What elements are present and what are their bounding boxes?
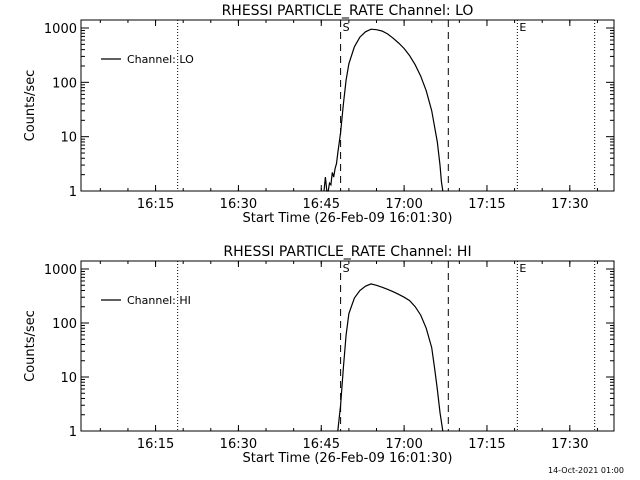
x-tick-label: 17:15 bbox=[468, 197, 505, 212]
footer-stamp: 14-Oct-2021 01:00 bbox=[548, 466, 624, 475]
x-tick-label: 16:45 bbox=[303, 197, 340, 212]
y-tick-label: 1 bbox=[69, 185, 77, 200]
x-tick-label: 16:30 bbox=[220, 437, 257, 452]
x-tick-label: 17:30 bbox=[551, 437, 588, 452]
y-tick-label: 100 bbox=[52, 76, 77, 91]
marker-e: E bbox=[519, 262, 526, 275]
x-tick-label: 17:15 bbox=[468, 437, 505, 452]
marker-e: E bbox=[519, 21, 526, 34]
series-line-lo bbox=[323, 28, 444, 192]
chart-title: RHESSI PARTICLE_RATE Channel: LO bbox=[222, 3, 474, 19]
series-line-hi bbox=[337, 283, 444, 432]
marker-s: S bbox=[343, 21, 350, 34]
x-axis-label: Start Time (26-Feb-09 16:01:30) bbox=[243, 451, 453, 466]
y-tick-label: 10 bbox=[60, 131, 77, 146]
marker-s: S bbox=[343, 262, 350, 275]
y-tick-label: 1000 bbox=[44, 263, 77, 278]
y-tick-label: 1000 bbox=[44, 22, 77, 37]
legend-label: Channel: HI bbox=[127, 294, 191, 307]
x-tick-label: 16:30 bbox=[220, 197, 257, 212]
x-tick-label: 17:30 bbox=[551, 197, 588, 212]
plot-frame bbox=[80, 19, 615, 192]
y-axis-label: Counts/sec bbox=[23, 310, 38, 382]
x-tick-label: 17:00 bbox=[385, 437, 422, 452]
legend-label: Channel: LO bbox=[127, 53, 194, 66]
y-axis-label: Counts/sec bbox=[23, 70, 38, 142]
x-tick-label: 16:45 bbox=[303, 437, 340, 452]
x-tick-label: 16:15 bbox=[137, 197, 174, 212]
x-axis-label: Start Time (26-Feb-09 16:01:30) bbox=[243, 211, 453, 226]
plot-frame bbox=[80, 260, 615, 432]
x-tick-label: 17:00 bbox=[385, 197, 422, 212]
y-tick-label: 10 bbox=[60, 371, 77, 386]
y-tick-label: 100 bbox=[52, 317, 77, 332]
y-tick-label: 1 bbox=[69, 425, 77, 440]
x-tick-label: 16:15 bbox=[137, 437, 174, 452]
chart-title: RHESSI PARTICLE_RATE Channel: HI bbox=[223, 244, 471, 260]
